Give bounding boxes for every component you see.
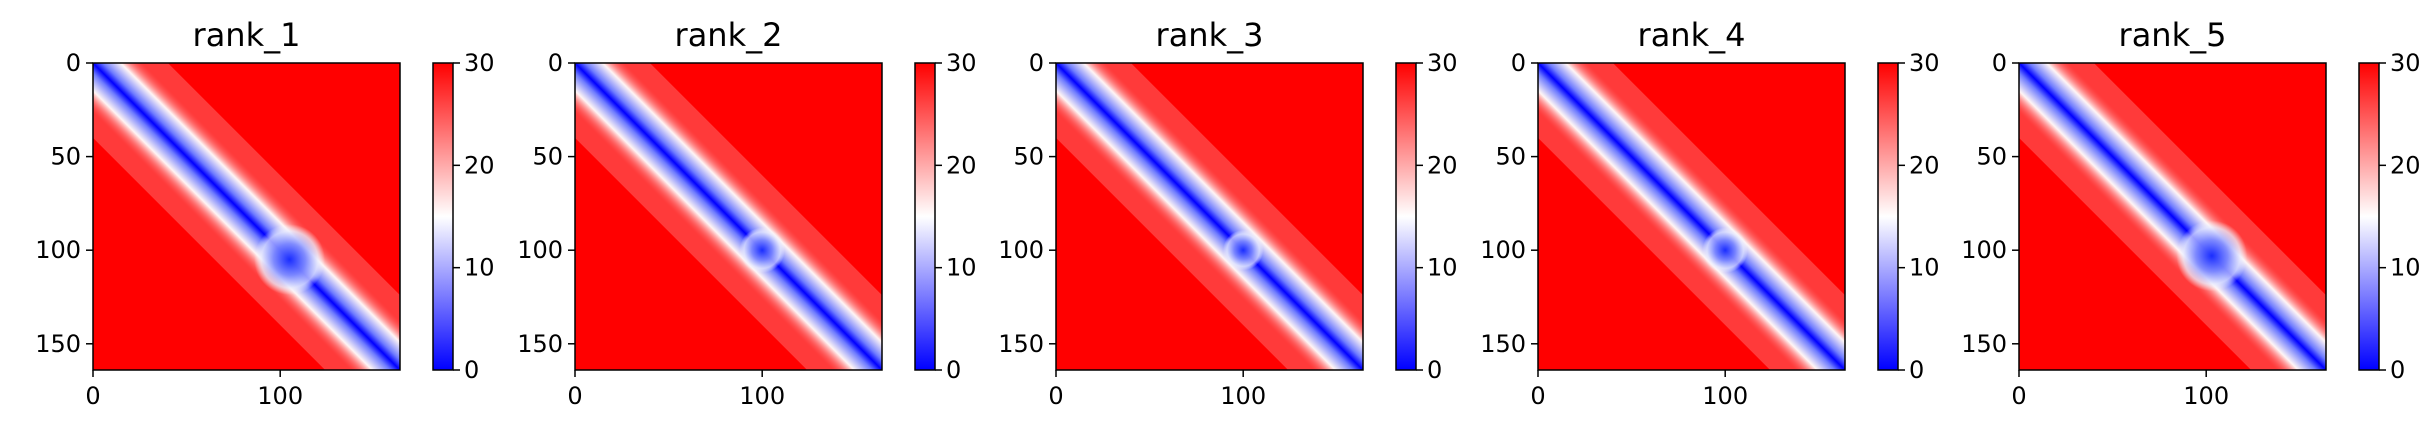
diagonal-band [1538, 63, 1845, 370]
colorbar-tick-label: 20 [1909, 151, 1940, 179]
x-tick-label: 100 [1702, 382, 1748, 410]
x-tick-label: 0 [2011, 382, 2026, 410]
heatmap-2 [575, 63, 882, 370]
heatmap-4 [1538, 63, 1845, 370]
colorbar [1395, 62, 1417, 371]
colorbar-tick-label: 30 [464, 49, 495, 77]
y-tick-label: 50 [50, 143, 81, 171]
heatmap-frame [1537, 62, 1846, 371]
y-tick-label: 50 [532, 143, 563, 171]
colorbar [1877, 62, 1899, 371]
y-tick-label: 100 [998, 236, 1044, 264]
x-tick-label: 100 [739, 382, 785, 410]
diagonal-domain [1222, 229, 1264, 271]
colorbar-tick-label: 10 [2390, 254, 2421, 282]
y-tick-label: 150 [1480, 330, 1526, 358]
y-tick-label: 150 [1961, 330, 2007, 358]
heatmap-frame [2018, 62, 2327, 371]
y-tick-label: 0 [1029, 49, 1044, 77]
colorbar-tick-label: 30 [946, 49, 977, 77]
colorbar-tick-label: 20 [1427, 151, 1458, 179]
y-tick-label: 100 [35, 236, 81, 264]
y-tick-label: 150 [517, 330, 563, 358]
colorbar-tick-label: 0 [946, 356, 961, 384]
colorbar-tick-label: 10 [1427, 254, 1458, 282]
panel-title: rank_2 [675, 16, 783, 54]
diagonal-domain [2176, 220, 2248, 292]
colorbar-tick-label: 10 [946, 254, 977, 282]
colorbar-tick-label: 10 [464, 254, 495, 282]
y-tick-label: 150 [35, 330, 81, 358]
x-tick-label: 100 [2183, 382, 2229, 410]
heatmap-5 [2019, 63, 2326, 370]
y-tick-label: 150 [998, 330, 1044, 358]
y-tick-label: 50 [1013, 143, 1044, 171]
heatmap-frame [574, 62, 883, 371]
heatmap-frame [1055, 62, 1364, 371]
x-tick-label: 0 [85, 382, 100, 410]
colorbar-tick-label: 0 [2390, 356, 2405, 384]
y-tick-label: 50 [1495, 143, 1526, 171]
heatmap-frame [92, 62, 401, 371]
x-tick-label: 100 [1220, 382, 1266, 410]
panel-title: rank_5 [2119, 16, 2227, 54]
colorbar-tick-label: 30 [1427, 49, 1458, 77]
colorbar-tick-label: 0 [464, 356, 479, 384]
colorbar-tick-label: 20 [2390, 151, 2421, 179]
diagonal-band [93, 63, 400, 370]
colorbar [2358, 62, 2380, 371]
colorbar-tick-label: 20 [946, 151, 977, 179]
diagonal-domain [254, 224, 325, 295]
diagonal-band [1056, 63, 1363, 370]
panel-title: rank_1 [193, 16, 301, 54]
heatmap-3 [1056, 63, 1363, 370]
diagonal-domain [1702, 227, 1748, 273]
y-tick-label: 100 [1961, 236, 2007, 264]
x-tick-label: 0 [1530, 382, 1545, 410]
colorbar-tick-label: 20 [464, 151, 495, 179]
y-tick-label: 0 [66, 49, 81, 77]
y-tick-label: 0 [548, 49, 563, 77]
colorbar-tick-label: 0 [1909, 356, 1924, 384]
colorbar-tick-label: 30 [2390, 49, 2421, 77]
panel-title: rank_4 [1638, 16, 1746, 54]
diagonal-domain [739, 227, 785, 273]
colorbar-tick-label: 10 [1909, 254, 1940, 282]
colorbar [432, 62, 454, 371]
y-tick-label: 100 [1480, 236, 1526, 264]
x-tick-label: 100 [257, 382, 303, 410]
x-tick-label: 0 [567, 382, 582, 410]
y-tick-label: 0 [1511, 49, 1526, 77]
diagonal-band [575, 63, 882, 370]
heatmap-1 [93, 63, 400, 370]
y-tick-label: 100 [517, 236, 563, 264]
colorbar [914, 62, 936, 371]
diagonal-band [2019, 63, 2326, 370]
colorbar-tick-label: 30 [1909, 49, 1940, 77]
y-tick-label: 0 [1992, 49, 2007, 77]
colorbar-tick-label: 0 [1427, 356, 1442, 384]
panel-title: rank_3 [1156, 16, 1264, 54]
y-tick-label: 50 [1976, 143, 2007, 171]
x-tick-label: 0 [1048, 382, 1063, 410]
